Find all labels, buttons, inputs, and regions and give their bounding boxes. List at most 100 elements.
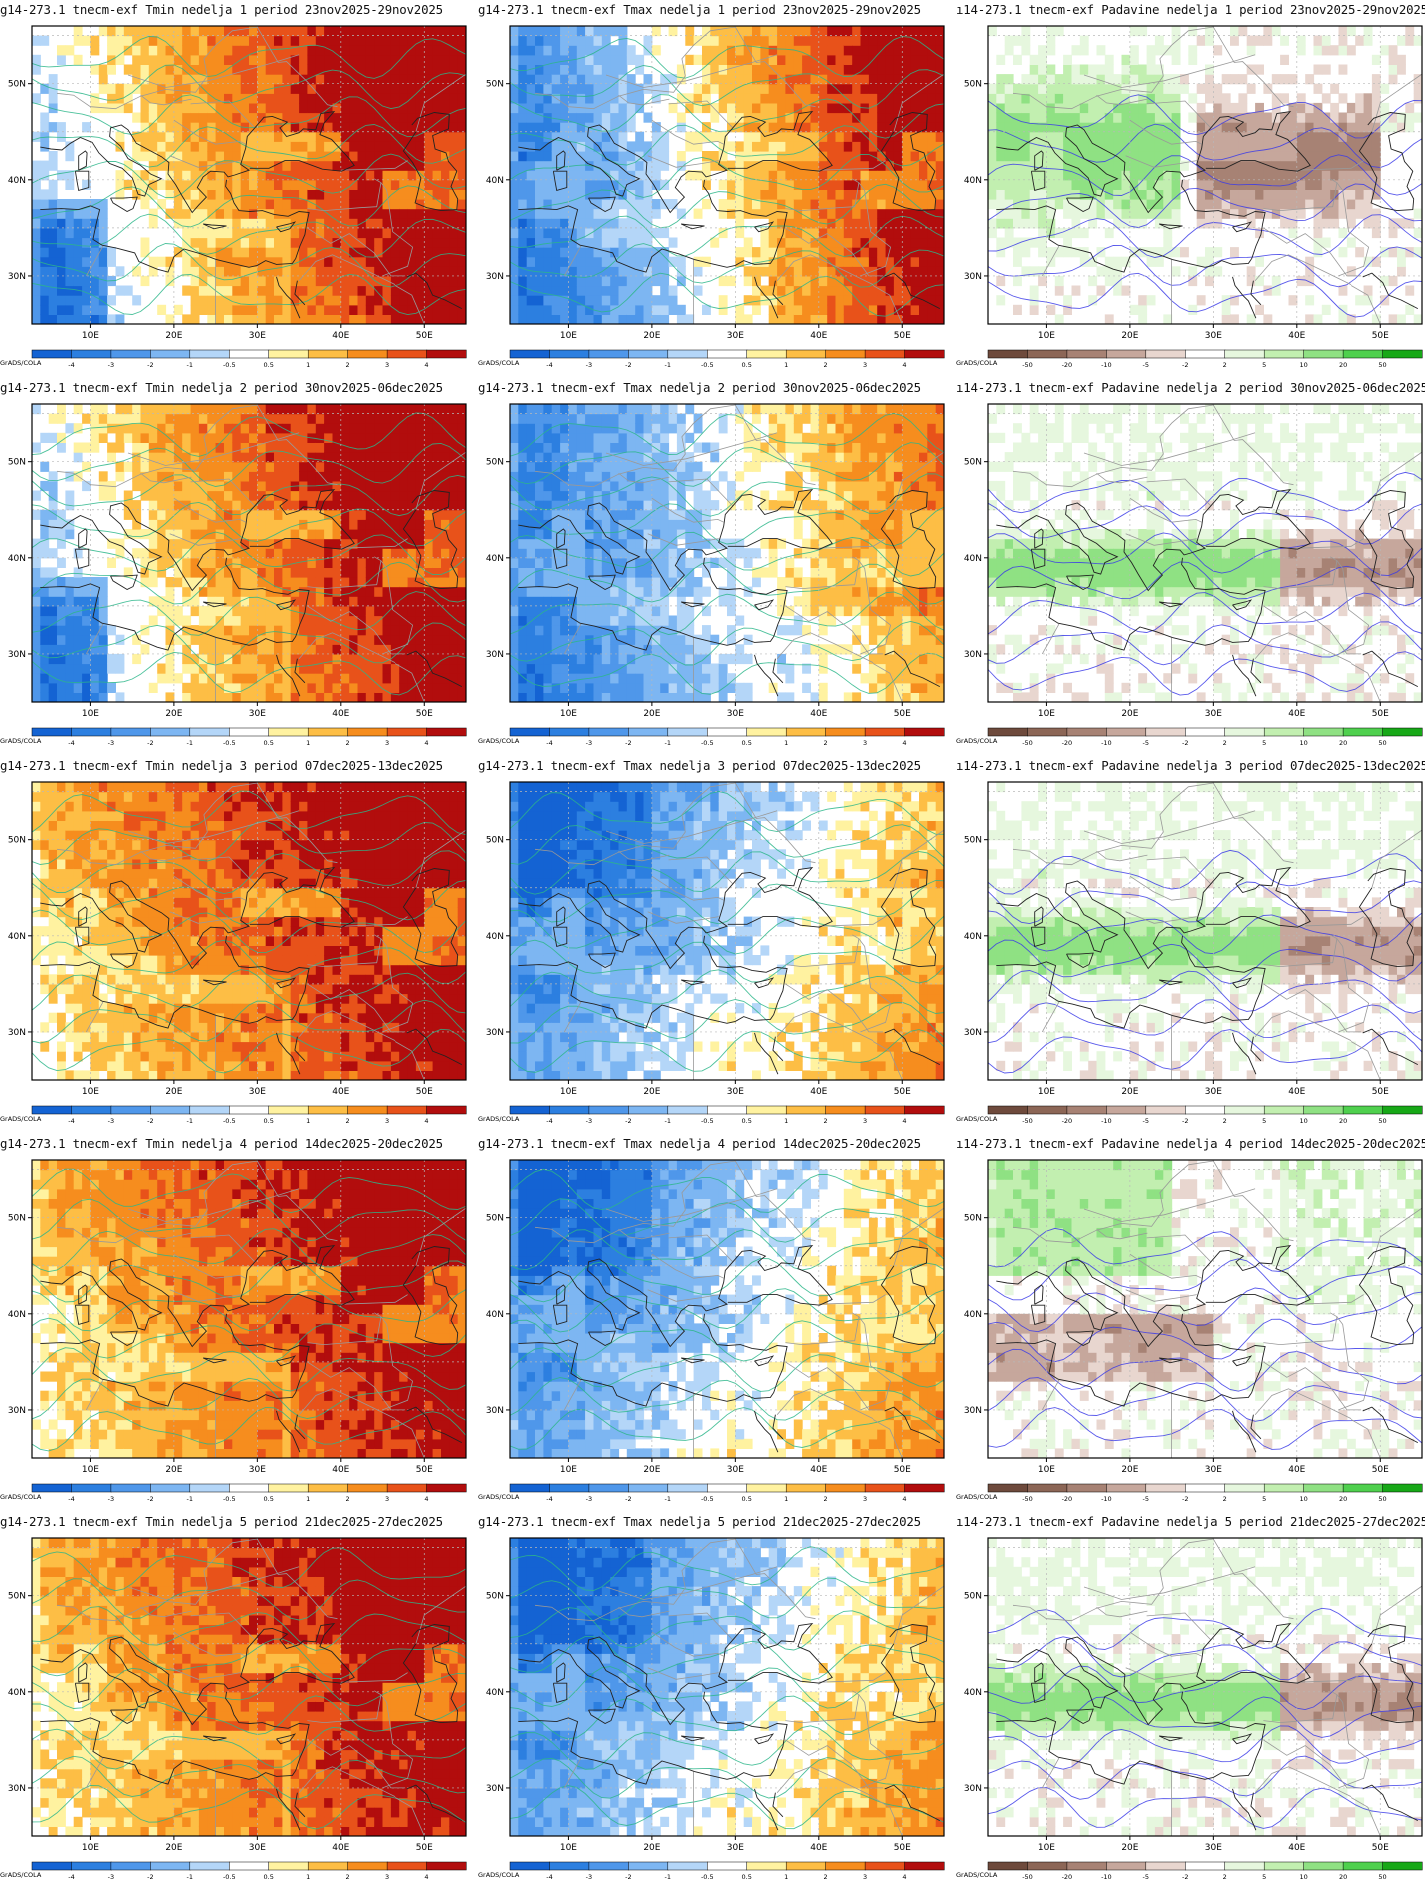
map-frame	[987, 1159, 1423, 1459]
colorbar-tick-label: -50	[1022, 739, 1033, 747]
contour-lines	[988, 94, 1422, 318]
country-borders	[534, 1538, 944, 1836]
lon-tick-label: 40E	[810, 331, 827, 341]
colorbar-tick-label: 0.5	[742, 361, 752, 369]
grads-logo: GrADS/COLA	[478, 1871, 520, 1879]
colorbar-svg: GrADS/COLA -50 -20 -10 -5 -2 2 5 10 20 50	[956, 349, 1423, 369]
lat-tick-label: 50N	[964, 1592, 982, 1602]
colorbar-svg: GrADS/COLA -4 -3 -2 -1 -0.5 0.5 1 2 3 4	[0, 1483, 467, 1503]
colorbar-svg: GrADS/COLA -4 -3 -2 -1 -0.5 0.5 1 2 3 4	[0, 1861, 467, 1881]
colorbar-swatch	[1066, 349, 1107, 359]
colorbar-swatch	[628, 349, 669, 359]
map-svg: 10E 20E 30E 40E 50E 50N 40N 30N	[8, 25, 467, 341]
lon-tick-label: 50E	[416, 1843, 433, 1853]
colorbar-swatch	[71, 727, 112, 737]
grads-logo: GrADS/COLA	[0, 359, 42, 367]
colorbar-swatch	[386, 1105, 428, 1115]
lon-tick-label: 30E	[249, 1087, 266, 1097]
colorbar-tick-label: -0.5	[223, 739, 236, 747]
coastlines	[518, 866, 941, 1075]
map-panel-tmin-week-5: g14-273.1 tnecm-exf Tmin nedelja 5 perio…	[0, 1512, 470, 1886]
map-panel-padavine-week-4: ı14-273.1 tnecm-exf Padavine nedelja 4 p…	[956, 1134, 1425, 1508]
colorbar-tick-label: 4	[424, 1117, 428, 1125]
lon-tick-label: 50E	[416, 1465, 433, 1475]
lon-tick-label: 50E	[894, 709, 911, 719]
lon-tick-label: 20E	[165, 1465, 182, 1475]
lon-tick-label: 30E	[1205, 1087, 1222, 1097]
colorbar-tick-label: 1	[784, 361, 788, 369]
colorbar-tick-label: -5	[1143, 1117, 1149, 1125]
lat-tick-label: 40N	[964, 1688, 982, 1698]
colorbar-tick-label: -1	[187, 1117, 193, 1125]
colorbar-tick-label: 1	[306, 1117, 310, 1125]
colorbar-swatch	[31, 1105, 73, 1115]
map-svg: 10E 20E 30E 40E 50E 50N 40N 30N	[486, 781, 945, 1097]
colorbar-tick-label: 50	[1378, 361, 1386, 369]
colorbar-swatch	[1382, 1483, 1423, 1493]
colorbar-swatch	[71, 1105, 112, 1115]
colorbar-tick-label: 3	[863, 1117, 867, 1125]
colorbar-swatch	[110, 1861, 151, 1871]
colorbar-tick-label: -4	[546, 361, 552, 369]
lon-tick-label: 30E	[1205, 1843, 1222, 1853]
map-frame	[509, 1537, 945, 1837]
country-borders	[1012, 1160, 1422, 1458]
colorbar-swatch	[150, 349, 191, 359]
lon-tick-label: 20E	[1121, 1465, 1138, 1475]
colorbar-swatch	[31, 349, 73, 359]
colorbar-swatch	[1145, 1105, 1186, 1115]
map-svg: 10E 20E 30E 40E 50E 50N 40N 30N	[8, 1537, 467, 1853]
colorbar-tick-label: -4	[68, 739, 74, 747]
map-frame	[31, 1159, 467, 1459]
coastlines	[518, 1622, 941, 1831]
colorbar-swatch	[386, 1483, 428, 1493]
colorbar-tick-label: 4	[902, 739, 906, 747]
shaded-field	[988, 1538, 1422, 1836]
lon-tick-label: 20E	[165, 331, 182, 341]
colorbar-tick-label: 2	[824, 1495, 828, 1503]
colorbar-tick-label: 3	[863, 361, 867, 369]
colorbar-tick-label: -0.5	[223, 361, 236, 369]
panel-title: ı14-273.1 tnecm-exf Padavine nedelja 1 p…	[956, 0, 1425, 20]
map-frame	[509, 25, 945, 325]
colorbar-tick-label: 1	[306, 1495, 310, 1503]
colorbar-tick-label: 1	[306, 361, 310, 369]
colorbar-swatch	[1342, 1105, 1384, 1115]
lat-tick-label: 50N	[8, 836, 26, 846]
colorbar-swatch	[588, 1483, 629, 1493]
colorbar-tick-label: 3	[385, 739, 389, 747]
grads-logo: GrADS/COLA	[956, 737, 998, 745]
lon-tick-label: 20E	[165, 709, 182, 719]
contour-lines	[32, 1547, 466, 1830]
colorbar-tick-label: -5	[1143, 739, 1149, 747]
colorbar-tick-label: 5	[1262, 1495, 1266, 1503]
colorbar-svg: GrADS/COLA -4 -3 -2 -1 -0.5 0.5 1 2 3 4	[0, 727, 467, 747]
colorbar-tick-label: -2	[1182, 361, 1188, 369]
shaded-field	[510, 1538, 944, 1836]
colorbar-svg: GrADS/COLA -50 -20 -10 -5 -2 2 5 10 20 50	[956, 1105, 1423, 1125]
colorbar-swatch	[1224, 1105, 1265, 1115]
colorbar-tick-label: 0.5	[264, 1873, 274, 1881]
colorbar: GrADS/COLA -4 -3 -2 -1 -0.5 0.5 1 2 3 4	[478, 346, 948, 370]
lat-tick-label: 40N	[8, 1310, 26, 1320]
lon-tick-label: 20E	[165, 1087, 182, 1097]
lat-tick-label: 50N	[486, 458, 504, 468]
map-area: 10E 20E 30E 40E 50E 50N 40N 30N	[478, 778, 948, 1098]
colorbar-svg: GrADS/COLA -4 -3 -2 -1 -0.5 0.5 1 2 3 4	[478, 727, 945, 747]
colorbar-svg: GrADS/COLA -50 -20 -10 -5 -2 2 5 10 20 50	[956, 1483, 1423, 1503]
colorbar-swatch	[1185, 1105, 1226, 1115]
colorbar-swatch	[509, 727, 551, 737]
map-panel-padavine-week-5: ı14-273.1 tnecm-exf Padavine nedelja 5 p…	[956, 1512, 1425, 1886]
lon-tick-label: 30E	[1205, 331, 1222, 341]
contour-lines	[510, 412, 944, 695]
panel-title: g14-273.1 tnecm-exf Tmin nedelja 1 perio…	[0, 0, 470, 20]
colorbar: GrADS/COLA -4 -3 -2 -1 -0.5 0.5 1 2 3 4	[0, 1480, 470, 1504]
colorbar-swatch	[1382, 727, 1423, 737]
colorbar: GrADS/COLA -4 -3 -2 -1 -0.5 0.5 1 2 3 4	[478, 1480, 948, 1504]
colorbar-swatch	[864, 1105, 906, 1115]
colorbar: GrADS/COLA -4 -3 -2 -1 -0.5 0.5 1 2 3 4	[0, 1858, 470, 1882]
lon-tick-label: 10E	[560, 331, 577, 341]
colorbar-tick-label: -10	[1101, 361, 1112, 369]
colorbar: GrADS/COLA -50 -20 -10 -5 -2 2 5 10 20 50	[956, 1102, 1425, 1126]
lat-tick-label: 40N	[964, 554, 982, 564]
